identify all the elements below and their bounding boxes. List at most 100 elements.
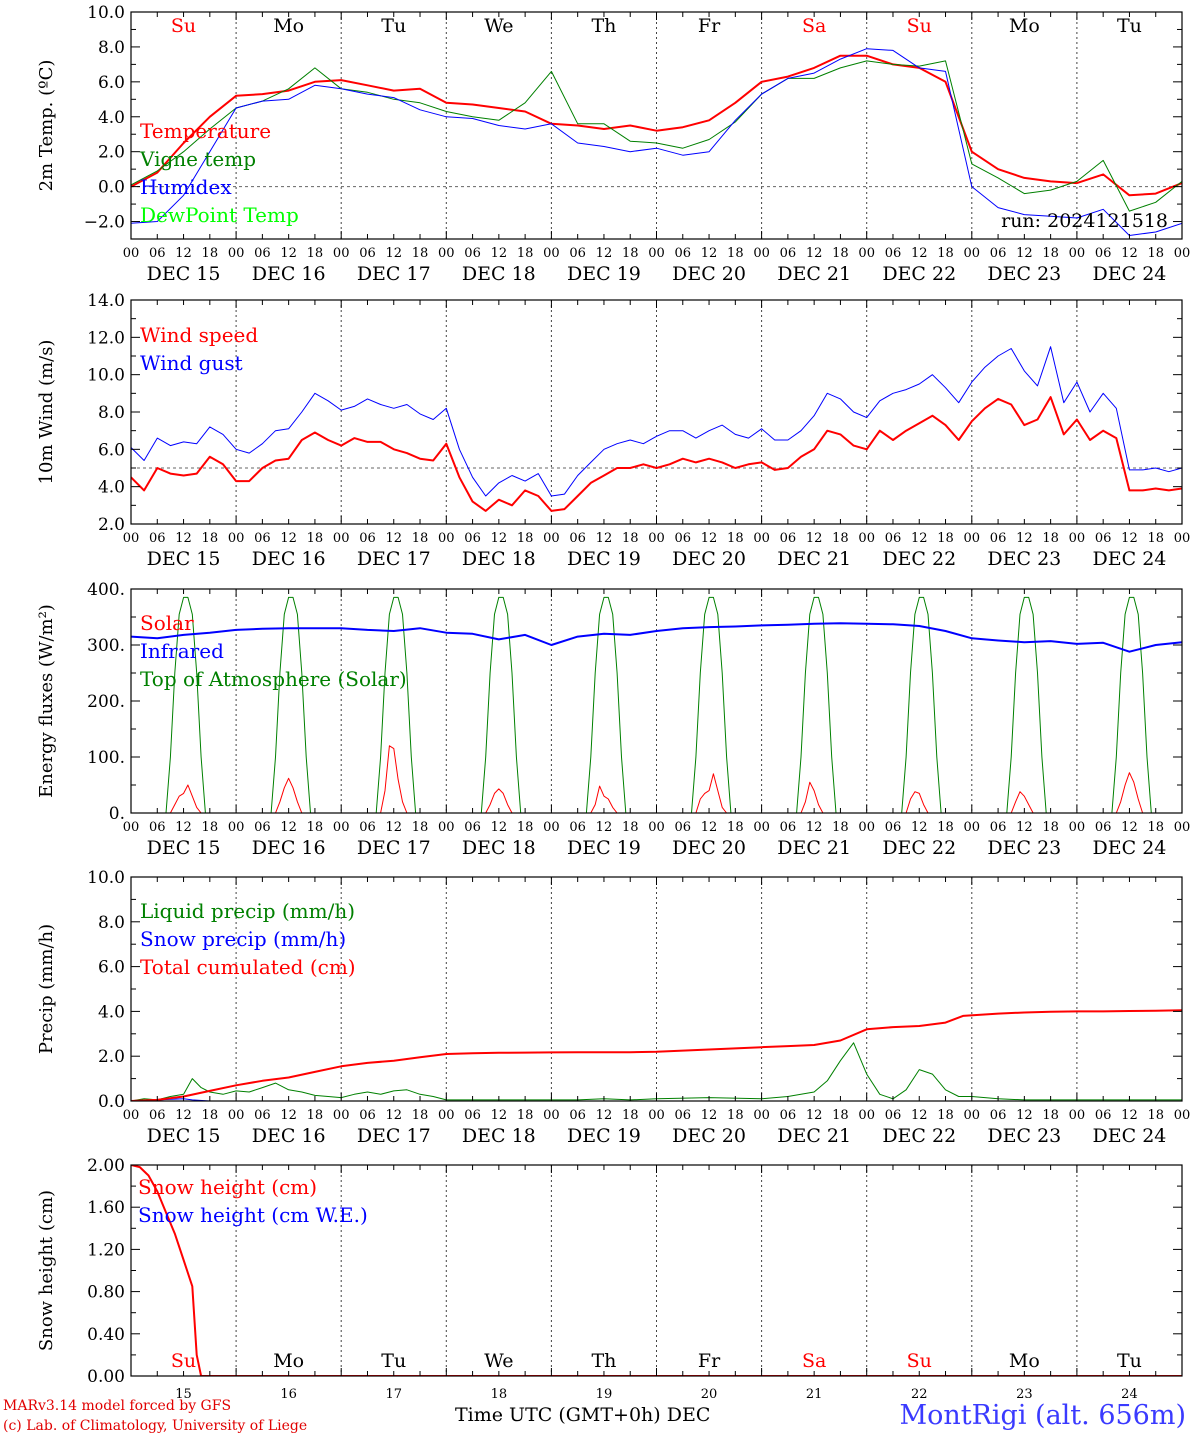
- hour-label: 06: [149, 820, 166, 835]
- hour-label: 12: [1016, 820, 1033, 835]
- day-label: DEC 20: [672, 1125, 746, 1147]
- hour-label: 00: [543, 246, 560, 261]
- hour-label: 18: [622, 246, 639, 261]
- legend-entry: Liquid precip (mm/h): [140, 899, 355, 923]
- day-label: DEC 16: [252, 837, 326, 859]
- weekday-label: Tu: [381, 1350, 406, 1372]
- hour-label: 00: [1174, 820, 1191, 835]
- hour-label: 18: [1147, 820, 1164, 835]
- hour-label: 12: [701, 246, 718, 261]
- hour-label: 18: [937, 1108, 954, 1123]
- y-tick-label: 200.: [87, 692, 125, 712]
- weekday-label: Su: [171, 1350, 196, 1372]
- hour-label: 00: [438, 246, 455, 261]
- day-label: DEC 18: [462, 837, 536, 859]
- hour-label: 00: [1069, 820, 1086, 835]
- y-tick-label: 10.0: [87, 366, 125, 386]
- hour-label: 12: [701, 531, 718, 546]
- hour-label: 06: [254, 1108, 271, 1123]
- hour-label: 00: [1174, 1108, 1191, 1123]
- day-label: DEC 24: [1093, 837, 1167, 859]
- day-label: DEC 15: [147, 548, 221, 570]
- hour-label: 06: [885, 246, 902, 261]
- hour-label: 18: [937, 820, 954, 835]
- day-label: DEC 17: [357, 1125, 431, 1147]
- hour-label: 00: [333, 1108, 350, 1123]
- hour-label: 18: [517, 531, 534, 546]
- panel-3: 0. 100. 200. 300. 400. Energy fluxes (W/m²) 00…: [36, 580, 1191, 859]
- y-tick-label: 8.0: [98, 913, 125, 933]
- hour-label: 18: [727, 820, 744, 835]
- day-label: DEC 21: [777, 837, 851, 859]
- weekday-label: Tu: [381, 15, 406, 37]
- hour-label: 00: [753, 531, 770, 546]
- y-tick-label: 0.00: [87, 1367, 125, 1387]
- hour-label: 00: [228, 531, 245, 546]
- day-label: DEC 21: [777, 263, 851, 285]
- hour-label: 18: [1147, 1108, 1164, 1123]
- hour-label: 12: [280, 820, 297, 835]
- hour-label: 06: [569, 246, 586, 261]
- hour-label: 00: [964, 820, 981, 835]
- series-line-liquid-precip-mm-h-: [131, 1042, 1182, 1101]
- hour-label: 12: [596, 820, 613, 835]
- panel-4: 0.0 2.0 4.0 6.0 8.0 10.0 Precip (mm/h) 00 06 12 18…: [36, 868, 1191, 1147]
- legend-entry: Temperature: [140, 119, 271, 143]
- y-tick-label: 6.0: [98, 73, 125, 93]
- hour-label: 00: [543, 1108, 560, 1123]
- hour-label: 00: [123, 246, 140, 261]
- hour-label: 12: [1016, 246, 1033, 261]
- weekday-label: Mo: [1009, 1350, 1040, 1372]
- y-tick-label: 400.: [87, 580, 125, 600]
- y-tick-label: 4.0: [98, 478, 125, 498]
- hour-label: 12: [1016, 1108, 1033, 1123]
- day-label: DEC 16: [252, 548, 326, 570]
- hour-label: 18: [412, 531, 429, 546]
- y-tick-label: 0.0: [98, 1092, 125, 1112]
- y-tick-label: 12.0: [87, 328, 125, 348]
- series-line-wind-speed: [131, 396, 1182, 512]
- hour-label: 00: [1069, 531, 1086, 546]
- day-label: DEC 15: [147, 837, 221, 859]
- hour-label: 18: [727, 1108, 744, 1123]
- day-label: DEC 18: [462, 548, 536, 570]
- hour-label: 06: [675, 1108, 692, 1123]
- weekday-label: We: [484, 15, 513, 37]
- station-title: MontRigi (alt. 656m): [899, 1400, 1186, 1431]
- hour-label: 00: [964, 246, 981, 261]
- hour-label: 18: [1042, 820, 1059, 835]
- y-tick-label: 300.: [87, 636, 125, 656]
- hour-label: 06: [675, 246, 692, 261]
- hour-label: 18: [622, 820, 639, 835]
- weekday-label: Th: [591, 1350, 616, 1372]
- hour-label: 12: [911, 246, 928, 261]
- legend-entry: Top of Atmosphere (Solar): [140, 667, 407, 691]
- hour-label: 18: [412, 820, 429, 835]
- day-label: DEC 22: [882, 1125, 956, 1147]
- day-label: DEC 19: [567, 263, 641, 285]
- hour-label: 18: [832, 246, 849, 261]
- hour-label: 00: [333, 531, 350, 546]
- series-line-temperature: [131, 54, 1182, 197]
- hour-label: 00: [964, 531, 981, 546]
- day-label: DEC 17: [357, 548, 431, 570]
- y-axis-label: 10m Wind (m/s): [36, 340, 57, 485]
- weekday-label: Mo: [1009, 15, 1040, 37]
- day-label: DEC 23: [987, 837, 1061, 859]
- day-label: DEC 22: [882, 263, 956, 285]
- hour-label: 00: [438, 820, 455, 835]
- series-line-top-of-atmosphere-solar-: [131, 596, 1182, 813]
- hour-label: 00: [858, 820, 875, 835]
- y-tick-label: 2.0: [98, 1047, 125, 1067]
- hour-label: 06: [254, 246, 271, 261]
- legend-entry: Total cumulated (cm): [140, 955, 356, 979]
- hour-label: 00: [753, 1108, 770, 1123]
- hour-label: 12: [280, 246, 297, 261]
- hour-label: 18: [412, 1108, 429, 1123]
- hour-label: 06: [990, 531, 1007, 546]
- day-label: DEC 17: [357, 837, 431, 859]
- hour-label: 00: [648, 246, 665, 261]
- hour-label: 12: [806, 820, 823, 835]
- hour-label: 06: [464, 531, 481, 546]
- hour-label: 12: [175, 246, 192, 261]
